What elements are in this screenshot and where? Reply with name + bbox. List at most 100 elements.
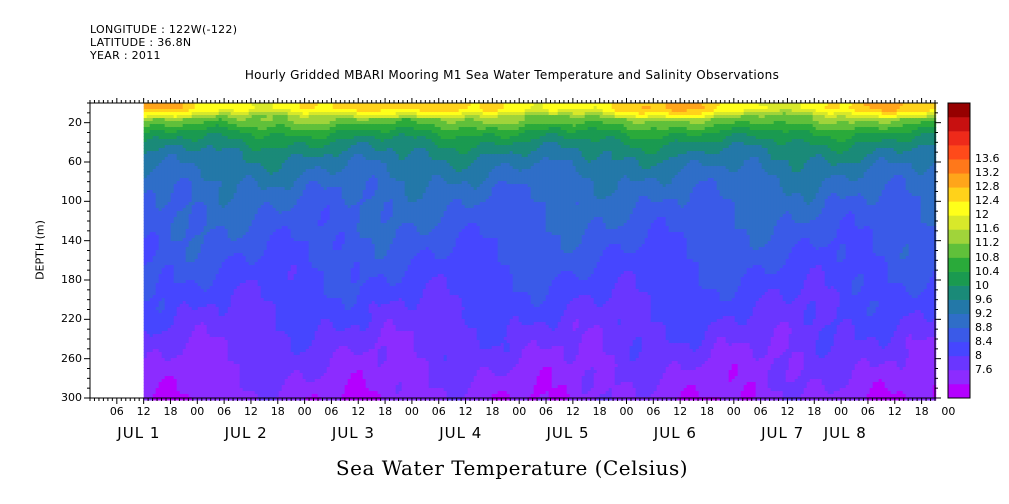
heatmap-cell — [273, 304, 277, 308]
heatmap-cell — [165, 322, 169, 326]
heatmap-cell — [171, 256, 175, 260]
heatmap-cell — [165, 355, 169, 359]
heatmap-cell — [240, 277, 244, 281]
heatmap-cell — [294, 175, 298, 179]
heatmap-cell — [219, 298, 223, 302]
heatmap-cell — [267, 247, 271, 251]
heatmap-cell — [213, 289, 217, 293]
heatmap-cell — [195, 208, 199, 212]
heatmap-cell — [219, 286, 223, 290]
heatmap-cell — [234, 319, 238, 323]
heatmap-cell — [243, 358, 247, 362]
heatmap-cell — [207, 277, 211, 281]
heatmap-cell — [273, 307, 277, 311]
heatmap-cell — [144, 226, 148, 230]
heatmap-cell — [240, 265, 244, 269]
heatmap-cell — [276, 382, 280, 386]
heatmap-cell — [255, 265, 259, 269]
heatmap-cell — [285, 394, 289, 398]
heatmap-cell — [279, 103, 283, 107]
heatmap-cell — [147, 157, 151, 161]
heatmap-cell — [144, 376, 148, 380]
heatmap-cell — [225, 385, 229, 389]
heatmap-cell — [201, 307, 205, 311]
heatmap-cell — [210, 151, 214, 155]
heatmap-cell — [249, 229, 253, 233]
heatmap-cell — [177, 130, 181, 134]
heatmap-cell — [159, 199, 163, 203]
heatmap-cell — [207, 328, 211, 332]
heatmap-cell — [177, 292, 181, 296]
heatmap-cell — [222, 325, 226, 329]
heatmap-cell — [282, 163, 286, 167]
heatmap-cell — [192, 301, 196, 305]
heatmap-cell — [165, 367, 169, 371]
heatmap-cell — [261, 208, 265, 212]
heatmap-cell — [270, 139, 274, 143]
heatmap-cell — [243, 103, 247, 107]
heatmap-cell — [228, 256, 232, 260]
heatmap-cell — [189, 259, 193, 263]
heatmap-cell — [231, 316, 235, 320]
heatmap-cell — [279, 262, 283, 266]
heatmap-cell — [201, 172, 205, 176]
heatmap-cell — [216, 352, 220, 356]
heatmap-cell — [261, 394, 265, 398]
heatmap-cell — [291, 205, 295, 209]
heatmap-cell — [240, 148, 244, 152]
heatmap-cell — [240, 274, 244, 278]
heatmap-cell — [174, 295, 178, 299]
heatmap-cell — [150, 274, 154, 278]
heatmap-cell — [240, 328, 244, 332]
heatmap-cell — [168, 304, 172, 308]
heatmap-cell — [213, 325, 217, 329]
heatmap-cell — [276, 232, 280, 236]
heatmap-cell — [201, 292, 205, 296]
heatmap-cell — [144, 199, 148, 203]
heatmap-cell — [183, 199, 187, 203]
heatmap-cell — [252, 277, 256, 281]
heatmap-cell — [219, 148, 223, 152]
heatmap-cell — [264, 328, 268, 332]
heatmap-cell — [288, 283, 292, 287]
heatmap-cell — [216, 112, 220, 116]
heatmap-cell — [231, 295, 235, 299]
heatmap-cell — [273, 382, 277, 386]
heatmap-cell — [225, 394, 229, 398]
heatmap-cell — [162, 103, 166, 107]
heatmap-cell — [144, 268, 148, 272]
heatmap-cell — [195, 118, 199, 122]
heatmap-cell — [171, 310, 175, 314]
heatmap-cell — [228, 112, 232, 116]
heatmap-cell — [192, 181, 196, 185]
heatmap-cell — [237, 268, 241, 272]
heatmap-cell — [276, 367, 280, 371]
heatmap-cell — [261, 193, 265, 197]
heatmap-cell — [291, 142, 295, 146]
heatmap-cell — [273, 130, 277, 134]
heatmap-cell — [273, 247, 277, 251]
heatmap-cell — [252, 115, 256, 119]
heatmap-cell — [189, 211, 193, 215]
heatmap-cell — [222, 331, 226, 335]
heatmap-cell — [270, 124, 274, 128]
heatmap-cell — [228, 337, 232, 341]
heatmap-cell — [234, 223, 238, 227]
heatmap-cell — [291, 202, 295, 206]
heatmap-cell — [174, 244, 178, 248]
heatmap-cell — [210, 394, 214, 398]
heatmap-cell — [168, 337, 172, 341]
heatmap-cell — [282, 118, 286, 122]
heatmap-cell — [279, 238, 283, 242]
heatmap-cell — [177, 232, 181, 236]
heatmap-cell — [162, 391, 166, 395]
heatmap-cell — [246, 250, 250, 254]
heatmap-cell — [153, 115, 157, 119]
heatmap-cell — [243, 196, 247, 200]
heatmap-cell — [285, 112, 289, 116]
heatmap-cell — [279, 385, 283, 389]
heatmap-cell — [291, 373, 295, 377]
heatmap-cell — [147, 103, 151, 107]
heatmap-cell — [201, 238, 205, 242]
heatmap-cell — [168, 196, 172, 200]
